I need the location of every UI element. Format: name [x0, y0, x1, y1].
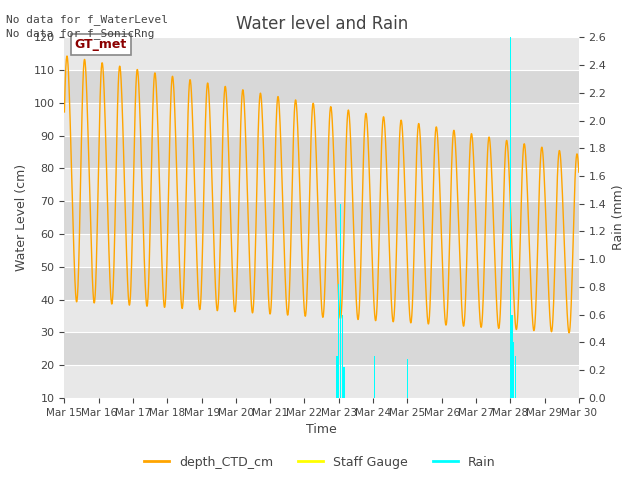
Bar: [65, 300, 579, 332]
Bar: [406, 359, 408, 398]
Bar: [343, 367, 344, 398]
Bar: [65, 136, 579, 168]
Bar: [65, 70, 579, 103]
Bar: [65, 168, 579, 201]
Bar: [338, 284, 339, 398]
Text: No data for f_SonicRng: No data for f_SonicRng: [6, 28, 155, 39]
Bar: [65, 201, 579, 234]
Y-axis label: Rain (mm): Rain (mm): [612, 185, 625, 251]
Bar: [509, 37, 511, 398]
Bar: [65, 103, 579, 136]
Bar: [337, 356, 338, 398]
Bar: [374, 356, 376, 398]
Bar: [515, 356, 516, 398]
Title: Water level and Rain: Water level and Rain: [236, 15, 408, 33]
Text: No data for f_WaterLevel: No data for f_WaterLevel: [6, 13, 168, 24]
Bar: [65, 234, 579, 267]
Bar: [513, 342, 515, 398]
Bar: [65, 332, 579, 365]
Bar: [65, 267, 579, 300]
X-axis label: Time: Time: [307, 423, 337, 436]
Legend: depth_CTD_cm, Staff Gauge, Rain: depth_CTD_cm, Staff Gauge, Rain: [140, 451, 500, 474]
Y-axis label: Water Level (cm): Water Level (cm): [15, 164, 28, 271]
Bar: [511, 315, 513, 398]
Bar: [340, 204, 341, 398]
Bar: [342, 315, 343, 398]
Bar: [65, 37, 579, 70]
Text: GT_met: GT_met: [75, 38, 127, 51]
Bar: [65, 365, 579, 398]
